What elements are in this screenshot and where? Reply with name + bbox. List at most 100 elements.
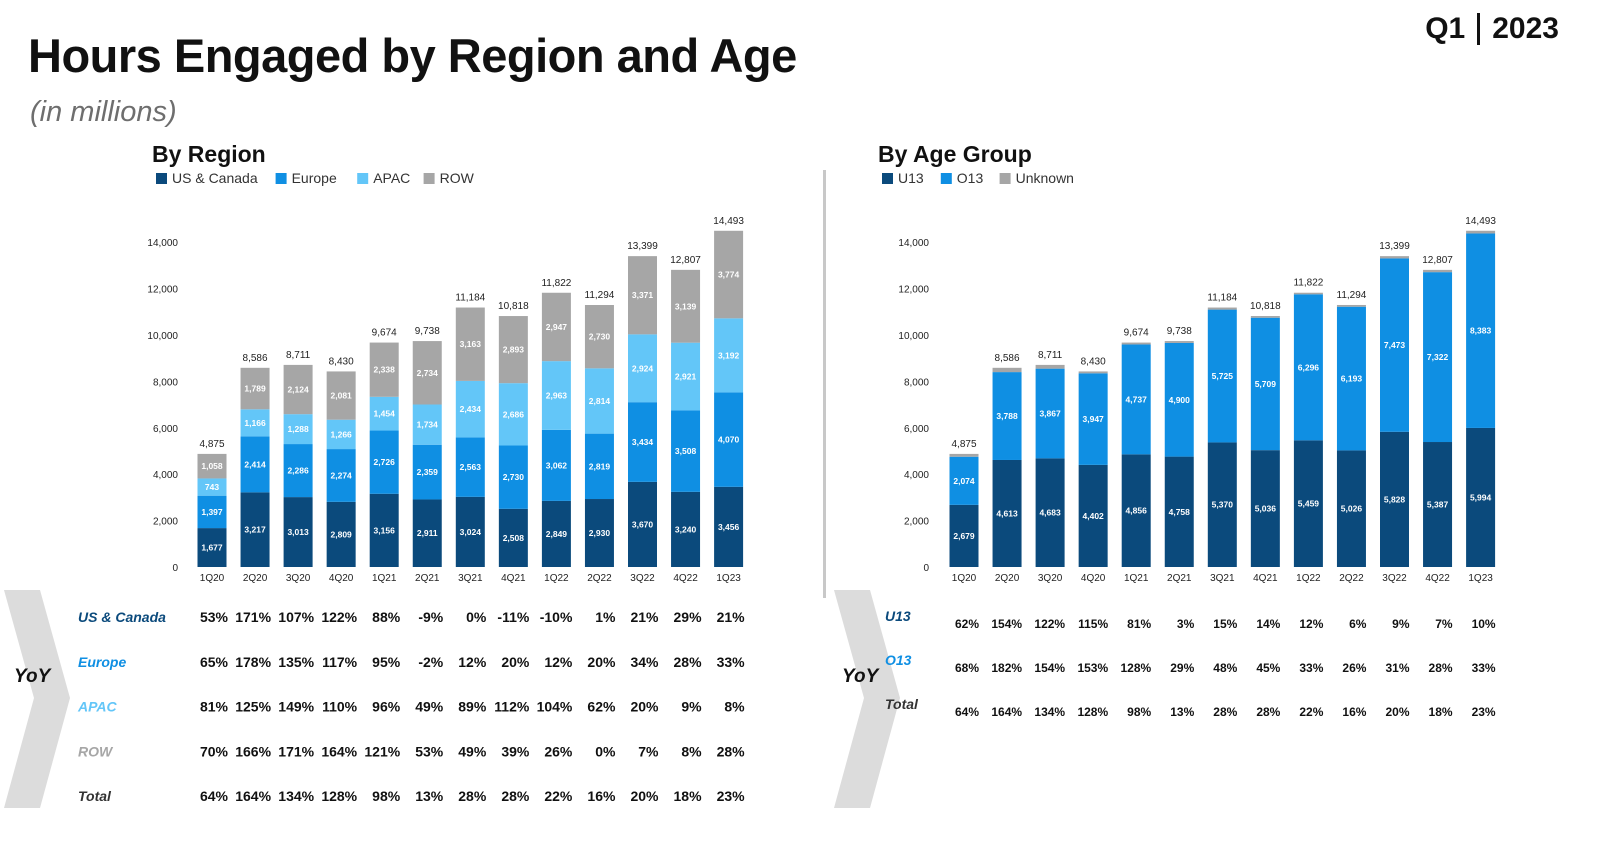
y-tick-label: 4,000: [904, 470, 929, 481]
bar-segment: [1380, 258, 1409, 432]
x-tick-label: 4Q22: [673, 573, 698, 584]
segment-value-label: 2,074: [953, 476, 975, 486]
segment-value-label: 2,963: [546, 390, 568, 400]
yoy-value: 107%: [278, 609, 314, 625]
yoy-value: 28%: [458, 788, 487, 804]
segment-value-label: 2,274: [331, 470, 353, 480]
yoy-chevron: [4, 590, 70, 808]
yoy-value: 49%: [415, 699, 444, 715]
segment-value-label: 2,686: [503, 409, 525, 419]
segment-value-label: 3,434: [632, 437, 654, 447]
bar-segment: [240, 409, 270, 437]
bar-segment: [584, 499, 614, 567]
segment-value-label: 2,809: [331, 529, 353, 539]
yoy-value: 23%: [1472, 705, 1496, 719]
segment-value-label: 2,911: [417, 528, 438, 538]
yoy-value: 166%: [235, 743, 271, 759]
bar-total-label: 4,875: [951, 439, 976, 450]
segment-value-label: 5,370: [1212, 500, 1234, 510]
yoy-value: 3%: [1177, 617, 1195, 631]
bar-segment: [1164, 456, 1194, 567]
segment-value-label: 2,947: [546, 322, 568, 332]
yoy-value: 28%: [1213, 705, 1237, 719]
bar-segment: [1466, 230, 1496, 234]
quarter-label: Q1: [1425, 12, 1466, 45]
bar-total-label: 12,807: [670, 255, 701, 266]
x-tick-label: 3Q21: [1210, 573, 1235, 584]
chart-title: By Age Group: [878, 141, 1032, 167]
bar-segment: [240, 492, 270, 567]
legend-swatch: [357, 173, 369, 184]
segment-value-label: 1,058: [201, 461, 223, 471]
bar-segment: [1250, 316, 1280, 318]
segment-value-label: 6,193: [1341, 374, 1363, 384]
yoy-value: 28%: [501, 788, 530, 804]
legend-swatch: [999, 173, 1011, 184]
bar-total-label: 9,738: [415, 326, 440, 337]
y-tick-label: 6,000: [153, 424, 178, 435]
bar-segment: [541, 361, 571, 430]
x-tick-label: 4Q20: [1081, 573, 1106, 584]
segment-value-label: 3,024: [460, 527, 482, 537]
yoy-label: YoY: [14, 666, 53, 687]
yoy-value: 28%: [1256, 705, 1280, 719]
segment-value-label: 2,930: [589, 528, 611, 538]
yoy-row-name: U13: [885, 608, 911, 624]
bar-total-label: 9,674: [372, 328, 397, 339]
yoy-value: 20%: [1385, 705, 1409, 719]
yoy-value: 110%: [322, 699, 358, 715]
yoy-value: 31%: [1385, 661, 1409, 675]
yoy-value: 182%: [991, 661, 1022, 675]
bar-total-label: 4,875: [199, 439, 224, 450]
yoy-value: 64%: [955, 705, 979, 719]
x-tick-label: 1Q21: [1124, 573, 1149, 584]
yoy-label: YoY: [842, 666, 881, 687]
segment-value-label: 2,726: [374, 457, 396, 467]
yoy-value: 154%: [991, 617, 1022, 631]
bar-segment: [1423, 272, 1453, 443]
bar-segment: [1121, 454, 1151, 567]
yoy-value: 81%: [1127, 617, 1151, 631]
yoy-row-name: Total: [885, 696, 919, 712]
yoy-value: 128%: [321, 788, 357, 804]
segment-value-label: 4,683: [1039, 508, 1061, 518]
segment-value-label: 5,994: [1470, 492, 1492, 502]
yoy-value: 33%: [1472, 661, 1496, 675]
yoy-value: 134%: [1034, 705, 1065, 719]
bar-segment: [1466, 233, 1496, 428]
bar-segment: [1336, 450, 1366, 567]
yoy-value: 95%: [372, 654, 401, 670]
yoy-value: 117%: [322, 654, 358, 670]
segment-value-label: 1,454: [374, 409, 396, 419]
bar-total-label: 11,822: [541, 278, 571, 289]
bar-segment: [326, 501, 356, 567]
segment-value-label: 5,036: [1255, 504, 1277, 514]
bar-total-label: 11,184: [1207, 293, 1237, 304]
yoy-value: 9%: [1392, 617, 1410, 631]
bar-segment: [1336, 306, 1366, 451]
legend-swatch: [940, 173, 952, 184]
yoy-value: 7%: [638, 743, 659, 759]
bar-segment: [412, 444, 442, 500]
segment-value-label: 3,217: [244, 525, 266, 535]
bar-total-label: 13,399: [627, 241, 658, 252]
bar-total-label: 11,184: [455, 293, 485, 304]
bar-segment: [1078, 373, 1108, 465]
bar-segment: [326, 371, 356, 420]
bar-segment: [498, 316, 528, 384]
bar-total-label: 9,738: [1167, 326, 1192, 337]
y-tick-label: 12,000: [147, 285, 178, 296]
x-tick-label: 4Q20: [329, 573, 354, 584]
bar-segment: [584, 433, 614, 500]
yoy-region-table: YoY US & Canada 53% 171% 107% 122% 88% -9% 0% -11…: [4, 590, 746, 808]
yoy-value: 21%: [630, 609, 659, 625]
segment-value-label: 2,921: [675, 372, 697, 382]
yoy-value: 28%: [717, 743, 746, 759]
yoy-age-table: YoY U13 62% 154% 122% 115% 81% 3% 15% 14% 12% 6% 9% 7…: [834, 590, 1496, 808]
segment-value-label: 2,286: [287, 466, 309, 476]
bar-segment: [714, 392, 744, 487]
bar-segment: [1466, 427, 1496, 567]
legend-swatch: [275, 173, 287, 184]
yoy-value: -9%: [418, 609, 443, 625]
bar-segment: [369, 430, 399, 494]
